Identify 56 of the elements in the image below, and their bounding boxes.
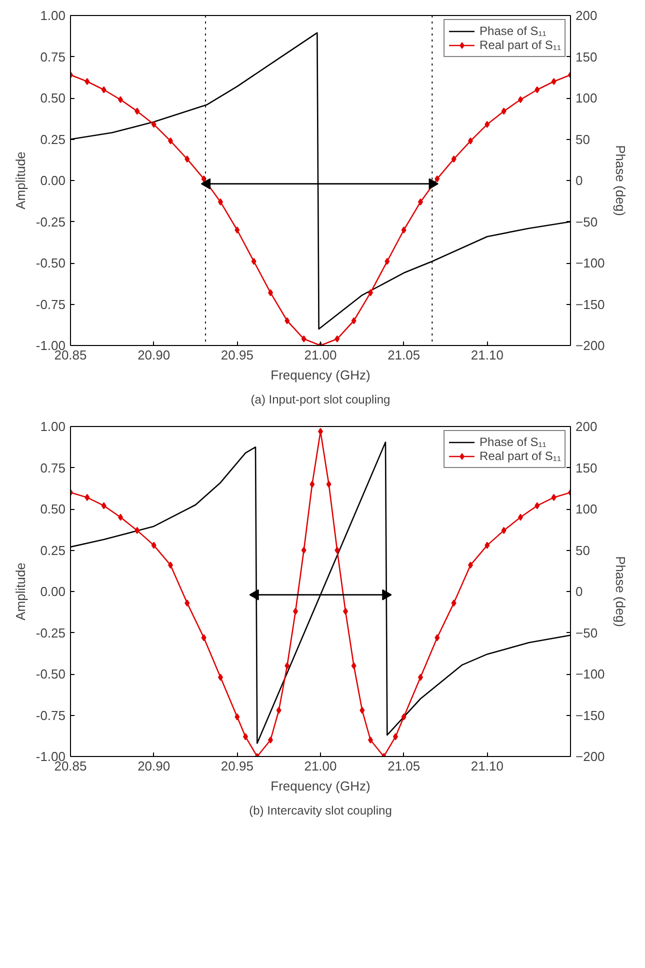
y-tick-label: -0.75 [36, 296, 66, 312]
y2-tick-label: −100 [576, 256, 605, 270]
x-tick-label: 21.10 [470, 348, 504, 362]
x-tick-label: 20.90 [138, 348, 170, 362]
y-tick-label: 0.25 [40, 132, 66, 147]
x-axis-title: Frequency (GHz) [270, 368, 370, 382]
y-tick-label: -0.25 [36, 625, 66, 640]
y2-tick-label: 200 [576, 8, 598, 23]
y2-tick-label: 0 [576, 584, 583, 599]
y-tick-label: -0.75 [36, 708, 66, 723]
y-tick-label: -0.50 [36, 666, 66, 682]
legend-label: Phase of S₁₁ [480, 24, 546, 38]
legend-label: Real part of S₁₁ [480, 449, 561, 463]
y2-tick-label: 150 [576, 460, 598, 476]
text: (a) Input-port slot coupling [250, 392, 390, 406]
x-tick-label: 21.05 [388, 348, 420, 362]
x-tick-label: 20.95 [220, 758, 254, 774]
x-tick-label: 21.10 [470, 758, 504, 774]
y-axis-title: Amplitude [12, 562, 28, 620]
y-tick-label: -0.50 [36, 256, 66, 270]
y-tick-label: 0.25 [40, 542, 66, 558]
y-tick-label: 0.50 [40, 502, 66, 516]
x-tick-label: 21.00 [304, 758, 337, 774]
y2-tick-label: −200 [576, 338, 605, 353]
legend-label: Phase of S₁₁ [480, 435, 546, 449]
y2-axis-title: Phase (deg) [612, 556, 628, 627]
y2-tick-label: −100 [576, 666, 605, 682]
text: (b) Intercavity slot coupling [249, 804, 392, 818]
y-tick-label: -0.25 [36, 214, 66, 230]
y-axis-title: Amplitude [12, 152, 28, 210]
y-tick-label: 0.00 [40, 173, 66, 188]
y-tick-label: 0.75 [40, 460, 66, 476]
y2-tick-label: 50 [576, 132, 590, 147]
legend-label: Real part of S₁₁ [480, 38, 561, 52]
y2-tick-label: −150 [576, 296, 605, 312]
y-tick-label: 0.00 [40, 584, 66, 599]
y-tick-label: 1.00 [40, 8, 66, 23]
y2-tick-label: 100 [576, 502, 598, 516]
y2-tick-label: −50 [576, 625, 598, 640]
x-axis-title: Frequency (GHz) [270, 778, 370, 794]
y2-tick-label: 200 [576, 419, 598, 434]
y-tick-label: 0.50 [40, 90, 66, 106]
x-tick-label: 20.95 [220, 348, 254, 362]
y2-tick-label: 100 [576, 90, 598, 106]
x-tick-label: 21.05 [388, 758, 420, 774]
y2-tick-label: 0 [576, 173, 583, 188]
y2-axis-title: Phase (deg) [612, 145, 628, 216]
y2-tick-label: −150 [576, 708, 605, 723]
y-tick-label: 1.00 [40, 419, 66, 434]
y2-tick-label: −200 [576, 749, 605, 764]
x-tick-label: 20.90 [138, 758, 170, 774]
y2-tick-label: 150 [576, 49, 598, 64]
y2-tick-label: 50 [576, 542, 590, 558]
y-tick-label: 0.75 [40, 49, 66, 64]
y2-tick-label: −50 [576, 214, 598, 230]
x-tick-label: 21.00 [304, 348, 337, 362]
